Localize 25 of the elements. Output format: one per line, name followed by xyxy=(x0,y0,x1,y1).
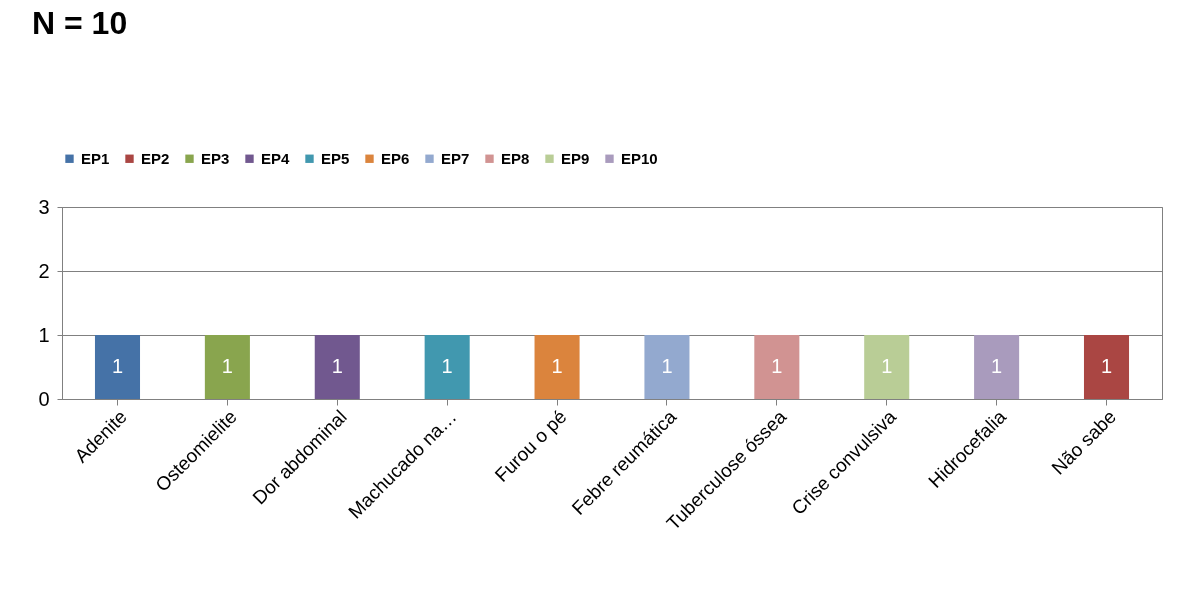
legend-label: EP2 xyxy=(141,149,170,167)
data-label: 1 xyxy=(661,355,673,377)
data-label: 1 xyxy=(881,355,893,377)
y-tick-label: 3 xyxy=(38,195,50,218)
legend-label: EP4 xyxy=(261,149,291,167)
legend-label: EP3 xyxy=(201,149,230,167)
legend-label: EP7 xyxy=(441,149,470,167)
data-label: 1 xyxy=(991,355,1003,377)
data-label: 1 xyxy=(331,355,343,377)
legend-label: EP1 xyxy=(81,149,110,167)
legend-label: EP6 xyxy=(381,149,410,167)
y-tick-label: 1 xyxy=(38,323,50,346)
legend-label: EP8 xyxy=(501,149,530,167)
y-tick-label: 2 xyxy=(38,259,50,282)
legend-label: EP9 xyxy=(561,149,590,167)
chart-title: N = 10 xyxy=(32,5,128,41)
legend-label: EP5 xyxy=(321,149,350,167)
data-label: 1 xyxy=(1100,355,1113,377)
data-label: 1 xyxy=(771,355,783,377)
data-label: 1 xyxy=(111,355,124,377)
data-label: 1 xyxy=(221,355,233,377)
y-tick-label: 0 xyxy=(38,387,50,410)
data-label: 1 xyxy=(551,355,563,377)
data-label: 1 xyxy=(441,355,453,377)
legend-label: EP10 xyxy=(621,149,658,167)
